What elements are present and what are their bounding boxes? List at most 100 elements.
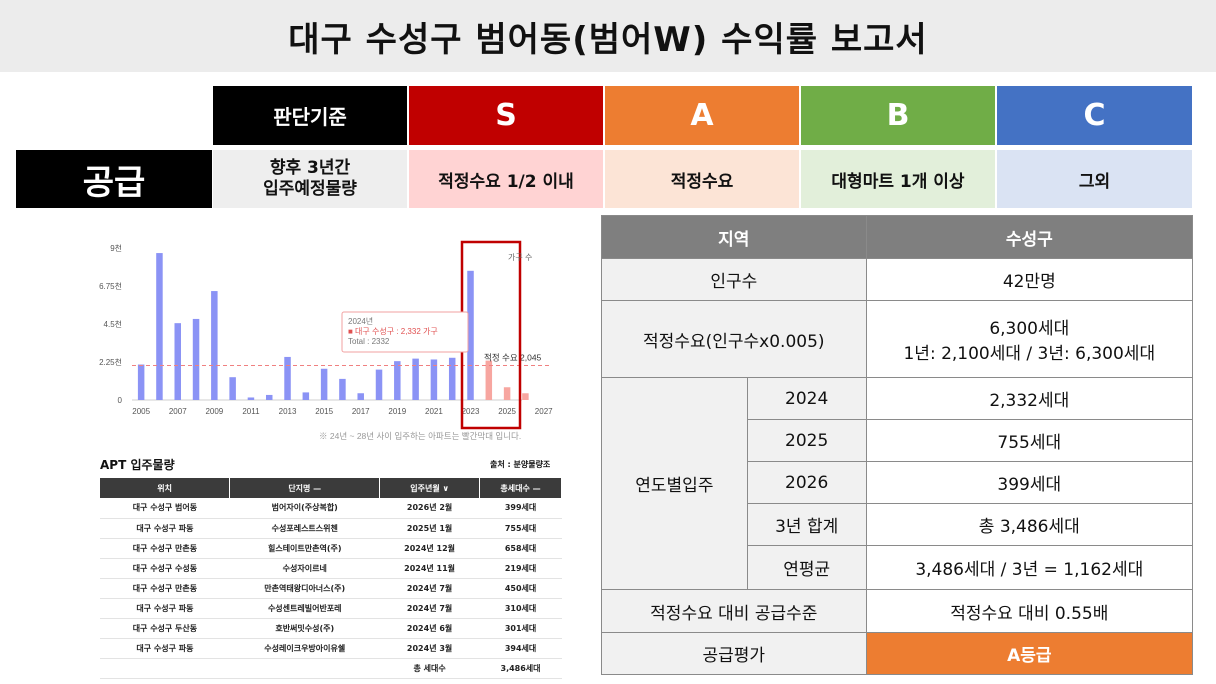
cell: 대구 수성구 파동 [100,638,230,659]
tooltip-line: 2024년 [348,316,373,326]
cell: 2026년 2월 [379,498,480,519]
apt-col-name[interactable]: 단지명 — [229,478,381,498]
year-value: 3,486세대 / 3년 = 1,162세대 [865,545,1194,590]
title-bar: 대구 수성구 범어동(범어W) 수익률 보고서 [0,0,1216,72]
bar-2012 [265,394,273,400]
cell: 대구 수성구 수성동 [100,558,230,579]
bar-2009 [211,291,218,400]
apt-title: APT 입주물량 [100,458,175,472]
cell: 호반써밋수성(주) [229,618,380,639]
table-row: 대구 수성구 파동 수성포레스트스위첸 2025년 1월 755세대 [100,518,562,539]
total-label: 총 세대수 [379,658,480,679]
x-tick-label: 2013 [279,407,297,416]
supply-header-row: 지역 수성구 [601,215,1194,259]
population-row: 인구수 42만명 [601,258,1194,301]
criteria-header-b: B [801,86,995,145]
year-row-2025: 2025 755세대 [602,419,1194,462]
cell: 대구 수성구 두산동 [100,618,230,639]
table-row: 대구 수성구 파동 수성센트레빌어반포레 2024년 7월 310세대 [100,598,562,619]
cell: 대구 수성구 만촌동 [100,578,230,599]
apt-col-units[interactable]: 총세대수 — [479,478,562,498]
cell: 301세대 [479,618,562,639]
y-tick-label: 2.25천 [99,357,122,367]
y-tick-label: 6.75천 [99,281,122,291]
demand-value-detail: 1년: 2,100세대 / 3년: 6,300세대 [903,344,1156,364]
year-label: 2025 [746,419,867,462]
bar-2010 [229,377,236,400]
bar-2007 [174,323,181,400]
demand-label: 적정수요(인구수x0.005) [601,300,867,378]
bar-2026 [522,393,529,400]
bar-2025 [503,387,511,400]
x-tick-label: 2017 [352,407,370,416]
apt-table: 위치 단지명 — 입주년월 ∨ 총세대수 — 대구 수성구 범어동 범어자이(주상… [100,478,562,679]
cell: 2024년 7월 [379,598,480,619]
table-row: 대구 수성구 만촌동 만촌역태왕디아너스(주) 2024년 7월 450세대 [100,578,562,599]
year-label: 2026 [746,461,867,504]
bar-2021 [430,359,438,400]
apt-source: 출처 : 분양물량조 [490,460,551,469]
level-label: 적정수요 대비 공급수준 [601,589,867,633]
page-title: 대구 수성구 범어동(범어W) 수익률 보고서 [288,19,928,60]
table-row: 대구 수성구 만촌동 힐스테이트만촌역(주) 2024년 12월 658세대 [100,538,562,559]
table-row: 대구 수성구 두산동 호반써밋수성(주) 2024년 6월 301세대 [100,618,562,639]
year-label: 3년 합계 [746,503,867,546]
x-tick-label: 2023 [462,407,480,416]
year-value: 2,332세대 [865,377,1194,420]
apt-header-row: 위치 단지명 — 입주년월 ∨ 총세대수 — [100,478,562,498]
year-row-average: 연평균 3,486세대 / 3년 = 1,162세대 [602,545,1194,590]
bar-2022 [448,357,456,400]
bar-2023 [467,270,474,400]
cell: 만촌역태왕디아너스(주) [229,578,380,599]
cell: 2024년 12월 [379,538,480,559]
criteria-header-s: S [409,86,603,145]
cell: 2024년 3월 [379,638,480,659]
eval-label: 공급평가 [601,632,867,675]
cell: 394세대 [479,638,562,659]
demand-row: 적정수요(인구수x0.005) 6,300세대 1년: 2,100세대 / 3년… [601,300,1194,378]
year-value: 399세대 [865,461,1194,504]
bar-2020 [412,358,419,400]
demand-value-total: 6,300세대 [989,319,1070,339]
cell: 대구 수성구 파동 [100,518,230,539]
cell: 2024년 7월 [379,578,480,599]
x-tick-label: 2011 [242,407,260,416]
y-tick-label: 9천 [110,243,122,253]
cell: 대구 수성구 범어동 [100,498,230,519]
bar-2016 [339,378,346,400]
yearly-label: 연도별입주 [601,377,748,590]
criteria-c-text: 그외 [997,150,1192,208]
criteria-s-text: 적정수요 1/2 이내 [409,150,603,208]
cell: 658세대 [479,538,562,559]
bar-2018 [375,369,383,400]
level-row: 적정수요 대비 공급수준 적정수요 대비 0.55배 [601,589,1194,633]
cell: 399세대 [479,498,562,519]
apt-col-location[interactable]: 위치 [100,478,231,498]
year-row-2024: 연도별입주 2024 2,332세대 [601,377,1194,590]
cell: 힐스테이트만촌역(주) [229,538,380,559]
x-tick-label: 2007 [169,407,187,416]
year-label: 2024 [746,377,867,420]
reference-label: 적정 수요 2,045 [484,352,542,362]
apt-col-date[interactable]: 입주년월 ∨ [379,478,481,498]
total-value: 3,486세대 [479,658,562,679]
header-region-value: 수성구 [865,215,1194,259]
bar-2014 [302,392,310,400]
bar-2024 [485,360,493,400]
table-row: 대구 수성구 범어동 범어자이(주상복합) 2026년 2월 399세대 [100,498,562,519]
criteria-b-text: 대형마트 1개 이상 [801,150,995,208]
bar-2006 [156,253,163,400]
cell: 310세대 [479,598,562,619]
x-tick-label: 2021 [425,407,443,416]
bar-2015 [320,368,328,400]
population-label: 인구수 [601,258,867,301]
supply-table: 지역 수성구 인구수 42만명 적정수요(인구수x0.005) 6,300세대 … [601,215,1194,675]
bar-2019 [394,361,401,400]
bar-2013 [284,356,291,400]
demand-value: 6,300세대 1년: 2,100세대 / 3년: 6,300세대 [865,300,1194,378]
eval-grade-badge: A등급 [865,632,1194,675]
criteria-a-text: 적정수요 [605,150,799,208]
x-tick-label: 2009 [205,407,223,416]
cell: 755세대 [479,518,562,539]
